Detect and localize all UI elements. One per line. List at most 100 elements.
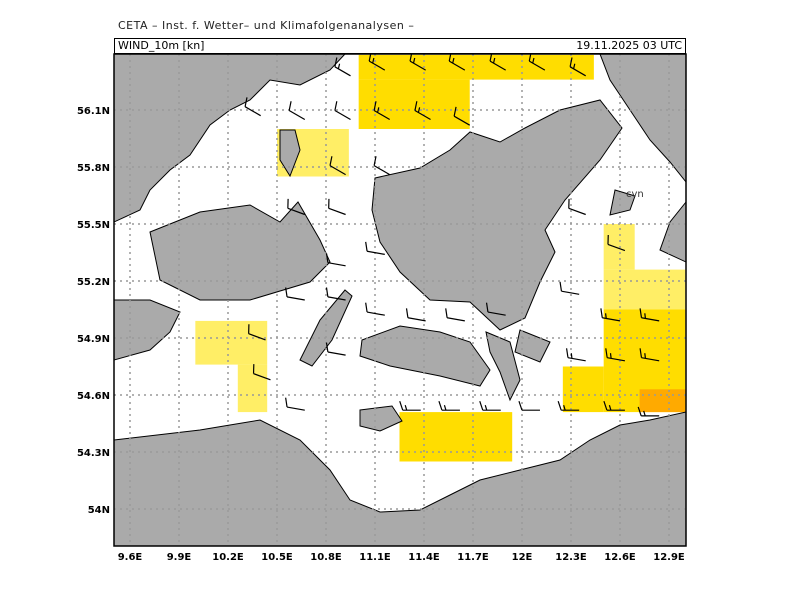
wind-barb-staff [607,243,626,252]
wind-barb-half-tick [644,353,647,359]
wind-barb-staff [414,109,431,121]
land-south-jutland [114,299,181,361]
wind-barb-full-tick [325,342,329,353]
wind-barb-half-tick [570,353,573,359]
wind-barb-full-tick [637,406,642,417]
lon-tick-label: 12.6E [604,552,636,563]
wind-barb-full-tick [365,302,368,313]
wind-barb [285,397,305,411]
wind-barb [557,401,580,411]
wind-barb [334,101,351,121]
wind-barb-half-tick [609,353,612,359]
wind-barb-staff [447,317,465,322]
wind-barb-full-tick [325,253,329,263]
wind-barb-staff [567,357,586,362]
wind-barb [637,406,660,417]
wind-barb-staff [334,66,351,77]
wind-barb-full-tick [244,97,248,107]
wind-barb-half-tick [605,313,607,319]
wind-barb-half-tick [417,107,421,113]
wind-barb-full-tick [438,401,443,411]
lon-tick-label: 12E [512,552,533,563]
wind-barb-half-tick [412,57,416,64]
wind-barb-staff [453,115,471,126]
wind-barb-staff [366,311,385,316]
wind-barb [399,401,421,411]
wind-barb-full-tick [600,308,603,318]
wind-barb-staff [528,60,546,71]
wind-barb-full-tick [365,241,368,252]
wind-barb-half-tick [404,405,408,411]
lon-tick-label: 9.9E [167,552,192,563]
wind-barb [600,308,621,322]
lat-tick-label: 54.6N [77,391,110,402]
wind-barb-staff [287,207,305,216]
wind-barb-staff [641,317,660,322]
wind-barb [368,54,386,71]
wind-barb [329,156,346,176]
land-jutland [114,54,346,223]
lat-tick-label: 54.3N [77,448,110,459]
wind-barb [325,342,346,356]
place-label: cvn [626,189,644,200]
lon-tick-label: 12.3E [555,552,587,563]
wind-barb-full-tick [334,57,338,67]
land-sweden-east [659,201,686,263]
land-funen [149,201,331,301]
wind-barb-half-tick [376,107,380,113]
wind-barb [603,401,625,411]
wind-barb [285,287,305,301]
lat-tick-label: 56.1N [77,106,110,117]
wind-barb [373,101,391,121]
wind-barb-staff [286,296,305,301]
lat-tick-label: 54N [88,505,110,516]
wind-barb-staff [366,250,385,255]
wind-barb-half-tick [572,63,576,69]
lon-tick-label: 10.2E [212,552,244,563]
wind-barb-staff [373,165,391,176]
wind-barb-staff [569,66,587,77]
wind-barb-staff [244,106,261,117]
wind-barb [365,241,385,255]
wind-barb-full-tick [329,156,333,166]
wind-barb-staff [607,357,626,362]
wind-barb-half-tick [372,57,375,64]
wind-barb [438,401,460,411]
wind-barb [569,57,587,77]
wind-barb [373,156,391,176]
wind-barb-full-tick [453,106,457,117]
wind-barb-staff [327,262,346,267]
lat-tick-label: 54.9N [77,334,110,345]
land-langeland [299,289,353,367]
wind-barb-full-tick [479,401,484,411]
wind-barb-staff [328,207,346,216]
wind-barb-full-tick [399,401,404,411]
wind-class-region [399,412,513,462]
wind-barb-staff [248,333,266,341]
wind-barb-half-tick [337,63,341,69]
wind-barb-full-tick [559,281,563,292]
wind-barb [244,97,261,117]
wind-barb-full-tick [569,57,573,67]
wind-barb-staff [489,60,506,71]
wind-barb-full-tick [373,101,377,111]
wind-barb-staff [409,60,426,71]
wind-barb-staff [641,357,660,362]
wind-barb-full-tick [288,101,292,111]
wind-class-region [639,389,686,413]
wind-barb [479,401,501,411]
wind-barb-full-tick [405,308,409,318]
wind-barb-staff [286,406,305,411]
wind-class-region [603,224,635,270]
wind-barb-full-tick [639,348,643,358]
wind-class-region [358,79,470,129]
land-fehmarn [359,405,403,432]
wind-barb [568,198,586,216]
wind-barb-staff [448,60,466,71]
wind-barb-full-tick [445,308,448,318]
wind-barb [325,287,346,301]
lon-tick-label: 12.9E [653,552,685,563]
wind-barb [248,324,266,341]
wind-barb-full-tick [373,156,377,166]
